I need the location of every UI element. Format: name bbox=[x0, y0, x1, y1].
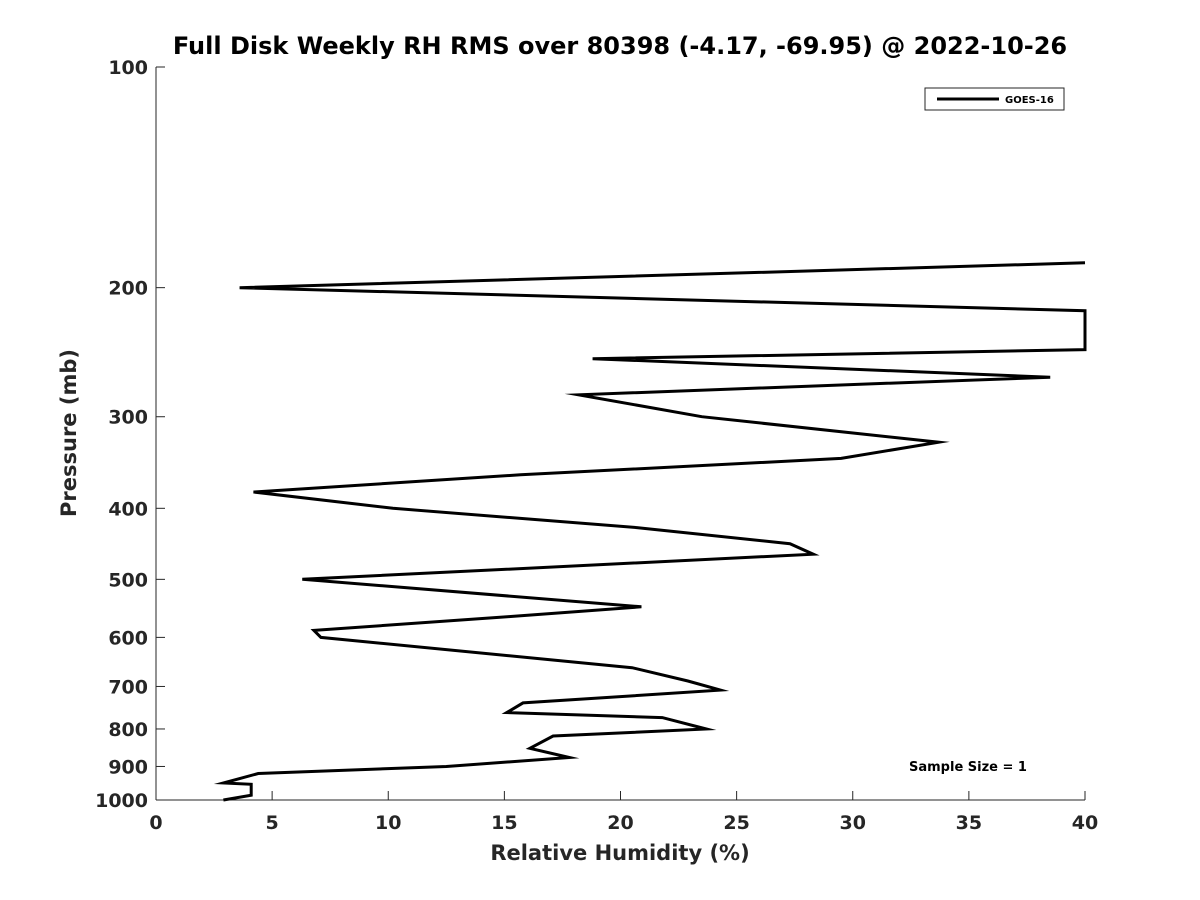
y-tick-label: 400 bbox=[108, 498, 148, 520]
y-ticks: 100 200 300 400 500 600 700 800 900 1000 bbox=[95, 57, 165, 812]
y-tick-label: 500 bbox=[108, 569, 148, 591]
x-tick-label: 35 bbox=[956, 812, 982, 834]
plot-area bbox=[156, 67, 1085, 800]
y-tick-label: 100 bbox=[108, 57, 148, 79]
x-tick-label: 30 bbox=[840, 812, 866, 834]
y-tick-label: 600 bbox=[108, 627, 148, 649]
x-axis-label: Relative Humidity (%) bbox=[490, 841, 749, 865]
y-tick-label: 1000 bbox=[95, 790, 148, 812]
x-tick-label: 25 bbox=[723, 812, 749, 834]
y-tick-label: 700 bbox=[108, 676, 148, 698]
y-tick-label: 800 bbox=[108, 719, 148, 741]
x-tick-label: 40 bbox=[1072, 812, 1098, 834]
y-axis-label: Pressure (mb) bbox=[57, 349, 81, 517]
chart-title: Full Disk Weekly RH RMS over 80398 (-4.1… bbox=[173, 32, 1067, 60]
x-tick-label: 10 bbox=[375, 812, 401, 834]
series-line-goes-16 bbox=[213, 261, 1087, 802]
x-ticks: 0 5 10 15 20 25 30 35 40 bbox=[149, 791, 1098, 834]
x-tick-label: 20 bbox=[607, 812, 633, 834]
y-tick-label: 300 bbox=[108, 407, 148, 429]
y-tick-label: 200 bbox=[108, 278, 148, 300]
sample-size-annotation: Sample Size = 1 bbox=[909, 760, 1027, 775]
x-tick-label: 0 bbox=[149, 812, 162, 834]
legend-label-goes-16: GOES-16 bbox=[1005, 95, 1054, 106]
x-tick-label: 5 bbox=[266, 812, 279, 834]
x-tick-label: 15 bbox=[491, 812, 517, 834]
y-tick-label: 900 bbox=[108, 756, 148, 778]
series-group bbox=[213, 261, 1087, 802]
legend: GOES-16 bbox=[924, 87, 1065, 111]
